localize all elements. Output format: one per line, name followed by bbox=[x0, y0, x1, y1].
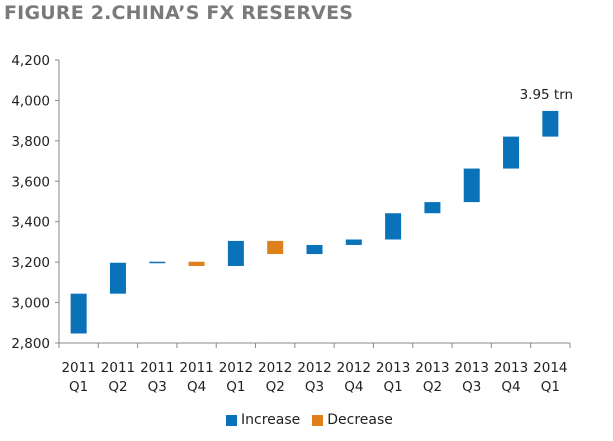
legend-swatch-increase bbox=[226, 414, 237, 426]
y-tick-label: 3,400 bbox=[11, 215, 50, 231]
x-tick-label-year: 2011 bbox=[140, 360, 174, 376]
y-tick-label: 4,000 bbox=[11, 93, 50, 109]
bar-increase bbox=[70, 293, 87, 334]
x-tick-label-quarter: Q4 bbox=[501, 379, 520, 395]
x-tick-label-quarter: Q1 bbox=[541, 379, 560, 395]
x-tick-label-quarter: Q2 bbox=[266, 379, 285, 395]
bar-increase bbox=[542, 110, 559, 137]
bar-increase bbox=[503, 136, 520, 169]
bar-decrease bbox=[267, 240, 284, 255]
x-tick-label-year: 2012 bbox=[337, 360, 371, 376]
x-tick-label-year: 2014 bbox=[533, 360, 567, 376]
bar-increase bbox=[424, 202, 441, 214]
x-tick-label-quarter: Q2 bbox=[108, 379, 127, 395]
y-tick-label: 4,200 bbox=[11, 53, 50, 69]
x-tick-label-quarter: Q3 bbox=[305, 379, 324, 395]
bar-increase bbox=[109, 262, 126, 294]
x-tick-label-year: 2013 bbox=[376, 360, 410, 376]
x-tick-label-quarter: Q1 bbox=[69, 379, 88, 395]
y-tick-label: 3,800 bbox=[11, 134, 50, 150]
x-tick-label-year: 2011 bbox=[101, 360, 135, 376]
bar-decrease bbox=[188, 261, 205, 266]
x-tick-label-quarter: Q3 bbox=[148, 379, 167, 395]
y-tick-label: 3,200 bbox=[11, 255, 50, 271]
legend-label-decrease: Decrease bbox=[327, 412, 393, 428]
bar-increase bbox=[385, 213, 402, 240]
x-tick-label-year: 2012 bbox=[258, 360, 292, 376]
legend-label-increase: Increase bbox=[241, 412, 301, 428]
x-tick-label-quarter: Q3 bbox=[462, 379, 481, 395]
x-tick-label-year: 2013 bbox=[455, 360, 489, 376]
bar-increase bbox=[345, 239, 362, 245]
chart-title: FIGURE 2.CHINA’S FX RESERVES bbox=[4, 2, 354, 24]
x-tick-label-year: 2011 bbox=[179, 360, 213, 376]
y-tick-label: 3,600 bbox=[11, 174, 50, 190]
x-tick-label-quarter: Q4 bbox=[344, 379, 363, 395]
x-tick-label-quarter: Q2 bbox=[423, 379, 442, 395]
x-tick-label-year: 2011 bbox=[61, 360, 95, 376]
legend: Increase Decrease bbox=[226, 412, 393, 428]
x-tick-label-year: 2012 bbox=[297, 360, 331, 376]
x-tick-label-quarter: Q1 bbox=[226, 379, 245, 395]
annotation-label: 3.95 trn bbox=[520, 87, 574, 103]
x-tick-label-year: 2013 bbox=[415, 360, 449, 376]
y-tick-label: 3,000 bbox=[11, 296, 50, 312]
x-tick-label-quarter: Q4 bbox=[187, 379, 206, 395]
x-tick-label-year: 2013 bbox=[494, 360, 528, 376]
bar-increase bbox=[149, 261, 166, 264]
x-tick-label-quarter: Q1 bbox=[384, 379, 403, 395]
bar-increase bbox=[463, 168, 480, 203]
bar-increase bbox=[306, 244, 323, 255]
x-tick-label-year: 2012 bbox=[219, 360, 253, 376]
legend-swatch-decrease bbox=[312, 414, 324, 426]
y-tick-label: 2,800 bbox=[11, 336, 50, 352]
bar-increase bbox=[227, 240, 244, 266]
